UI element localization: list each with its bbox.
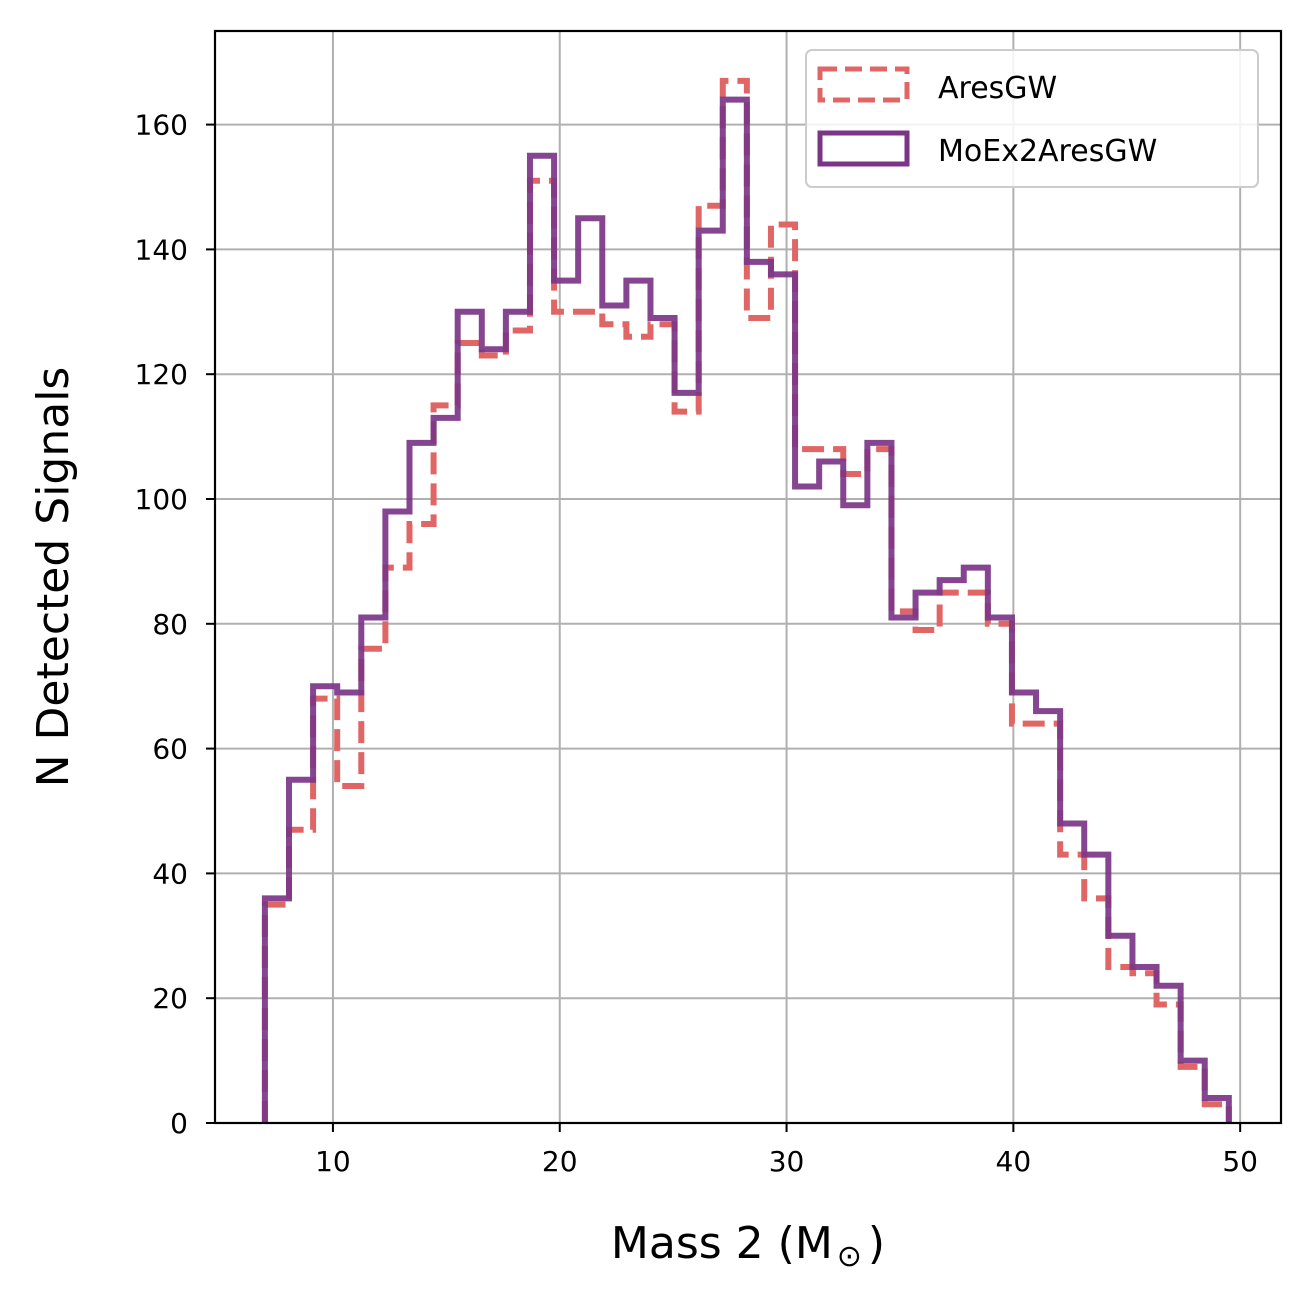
legend: AresGW MoEx2AresGW [805,49,1259,188]
y-tick-label: 40 [152,857,188,890]
y-tick-label: 140 [135,233,188,266]
legend-swatch-aresgw [817,66,910,103]
series-line-aresgw [261,77,1232,1123]
x-axis-ticks: 10 20 30 40 50 [315,1123,1258,1178]
x-tick-label: 20 [542,1145,578,1178]
y-tick-label: 20 [152,982,188,1015]
y-tick-label: 160 [135,109,188,142]
legend-label-aresgw: AresGW [938,71,1057,106]
legend-swatch-moex2aresgw [817,130,910,167]
sun-symbol: ⊙ [837,1239,862,1274]
y-axis-ticks: 0 20 40 60 80 100 120 140 160 [135,109,215,1140]
x-tick-label: 50 [1222,1145,1258,1178]
plot-frame [213,29,1283,1125]
x-tick-label: 40 [996,1145,1032,1178]
x-axis-label: Mass 2 (M ⊙) [611,1218,885,1274]
y-tick-label: 0 [170,1107,188,1140]
y-tick-label: 60 [152,733,188,766]
y-tick-label: 120 [135,358,188,391]
legend-box [805,49,1259,188]
x-tick-label: 10 [315,1145,351,1178]
x-tick-label: 30 [769,1145,805,1178]
series-line-moex2aresgw [261,96,1232,1123]
legend-label-moex2aresgw: MoEx2AresGW [938,134,1157,169]
series-layer [261,77,1232,1123]
y-axis-label: N Detected Signals [28,367,79,788]
y-tick-label: 80 [152,608,188,641]
y-tick-label: 100 [135,483,188,516]
